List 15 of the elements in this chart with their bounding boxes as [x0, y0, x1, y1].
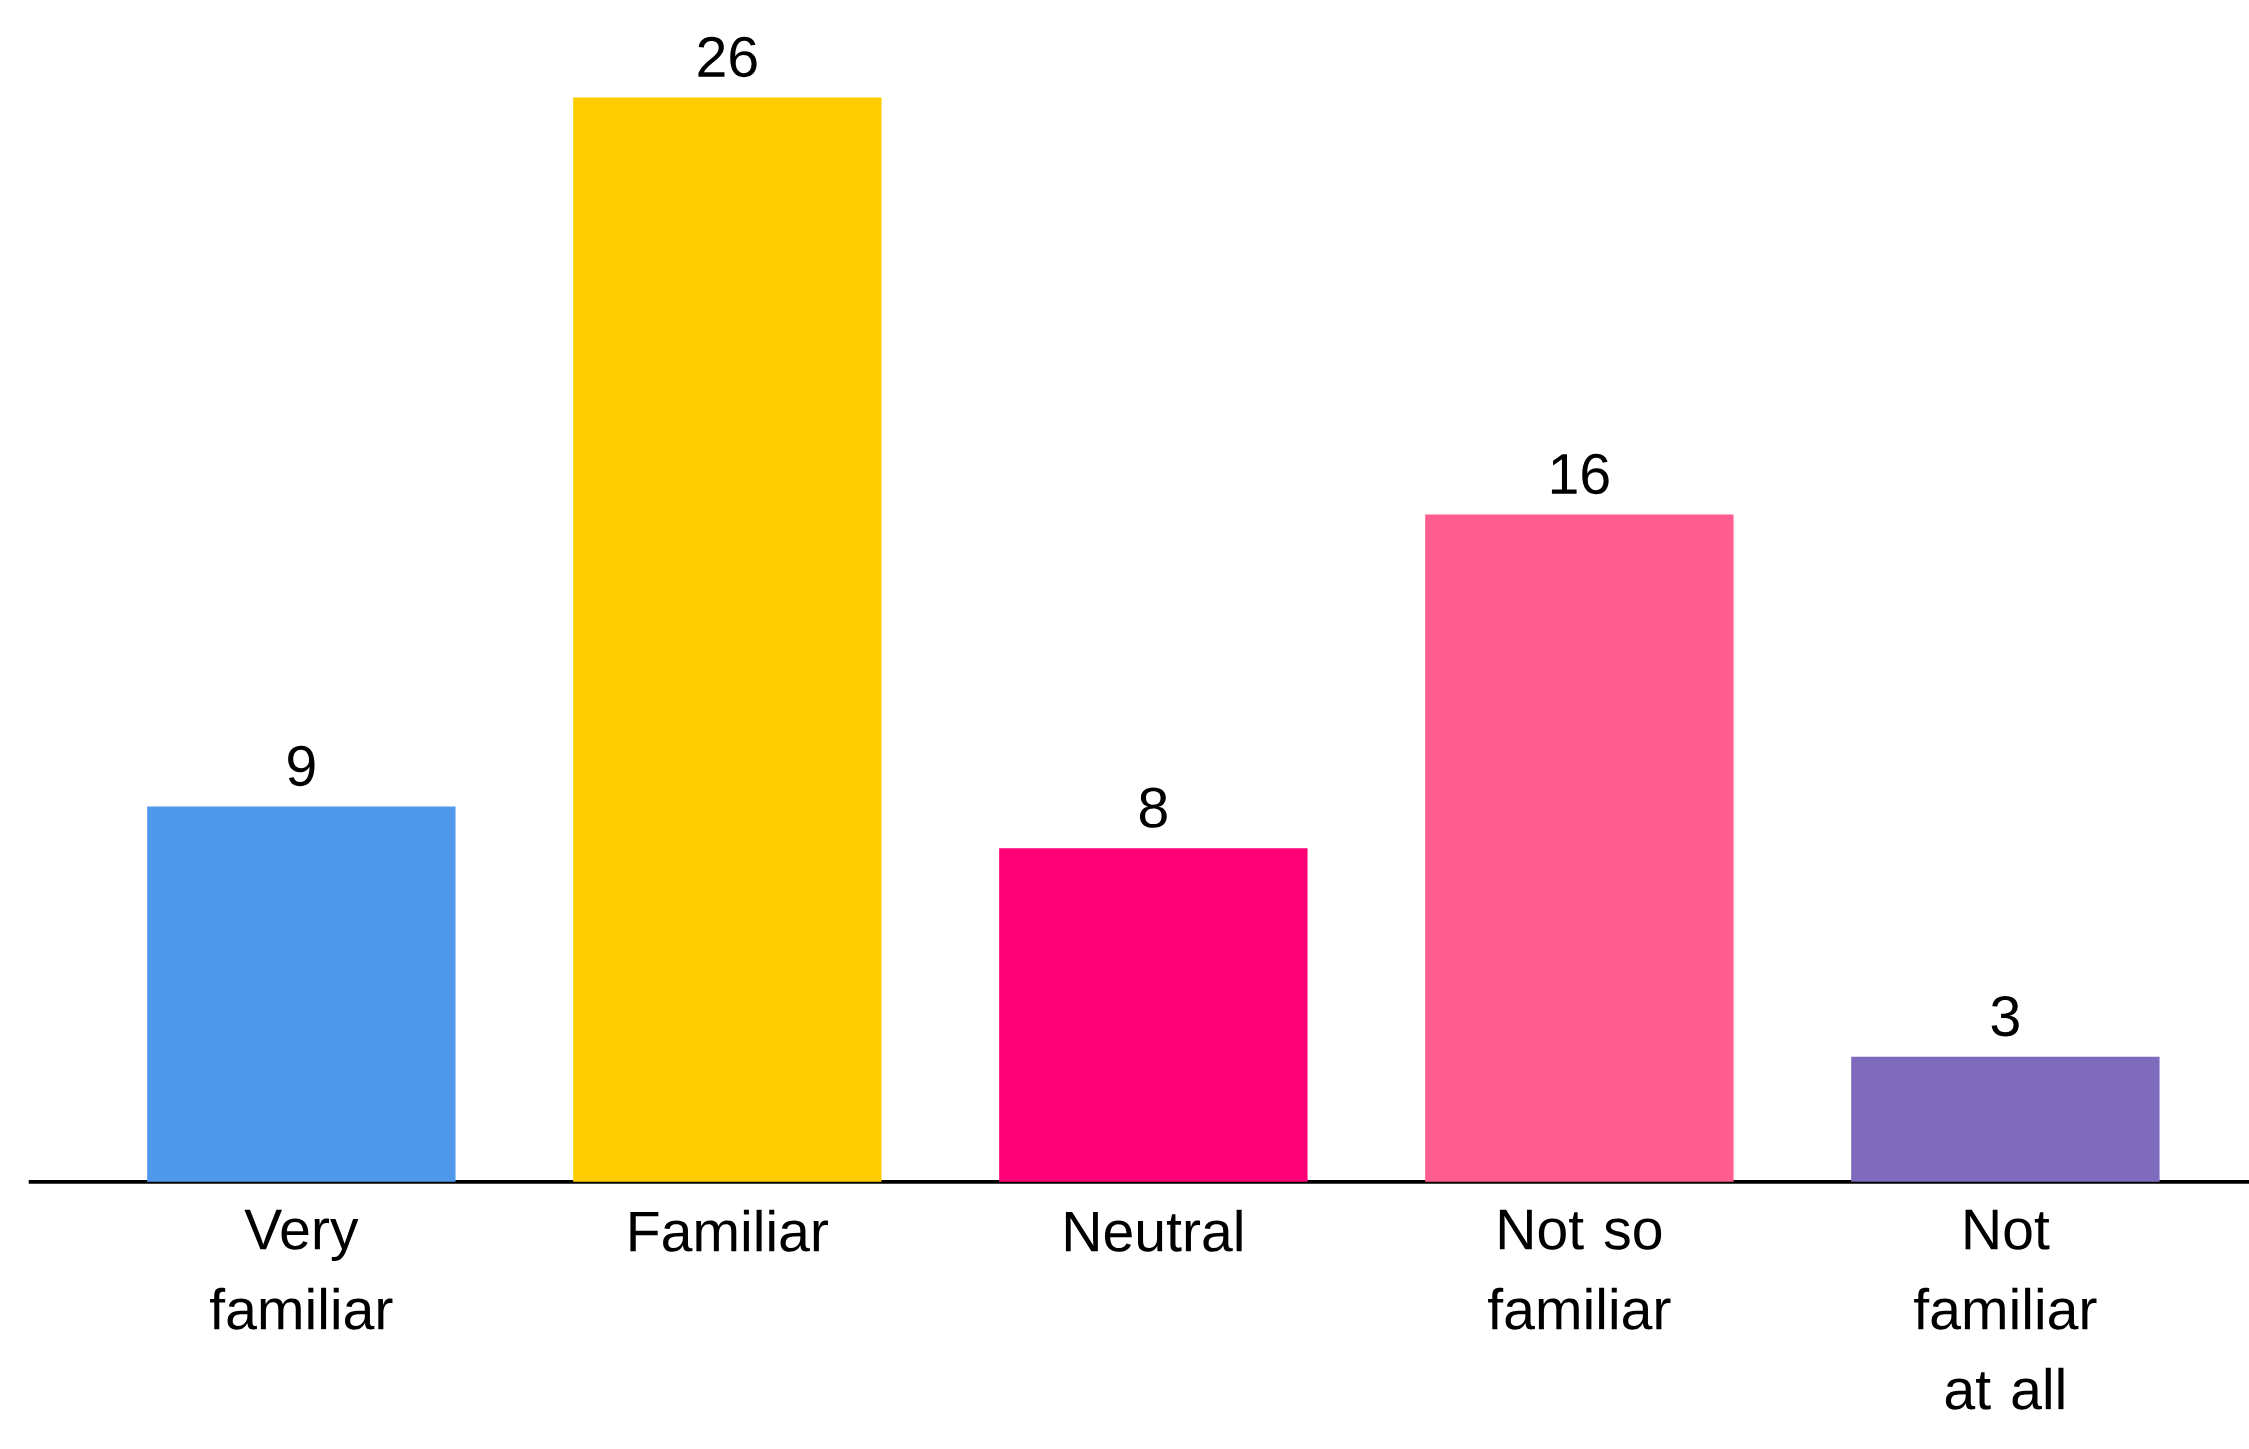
data-label: 3 — [1991, 996, 2019, 1037]
x-tick-label: Not so familiar — [1488, 1209, 1671, 1330]
data-label: 9 — [288, 745, 315, 787]
x-tick-label: Very familiar — [210, 1209, 393, 1330]
x-tick-label: Not familiar at all — [1914, 1209, 2097, 1410]
x-tick-label: Neutral — [1065, 1209, 1242, 1252]
data-label: 26 — [698, 36, 757, 78]
bar — [999, 848, 1308, 1183]
bar — [573, 97, 882, 1183]
x-tick-label: Familiar — [630, 1209, 828, 1252]
data-label: 16 — [1551, 453, 1609, 495]
bar — [1425, 514, 1734, 1183]
bar — [147, 806, 456, 1183]
data-label: 8 — [1139, 787, 1167, 829]
bar — [1851, 1056, 2160, 1183]
